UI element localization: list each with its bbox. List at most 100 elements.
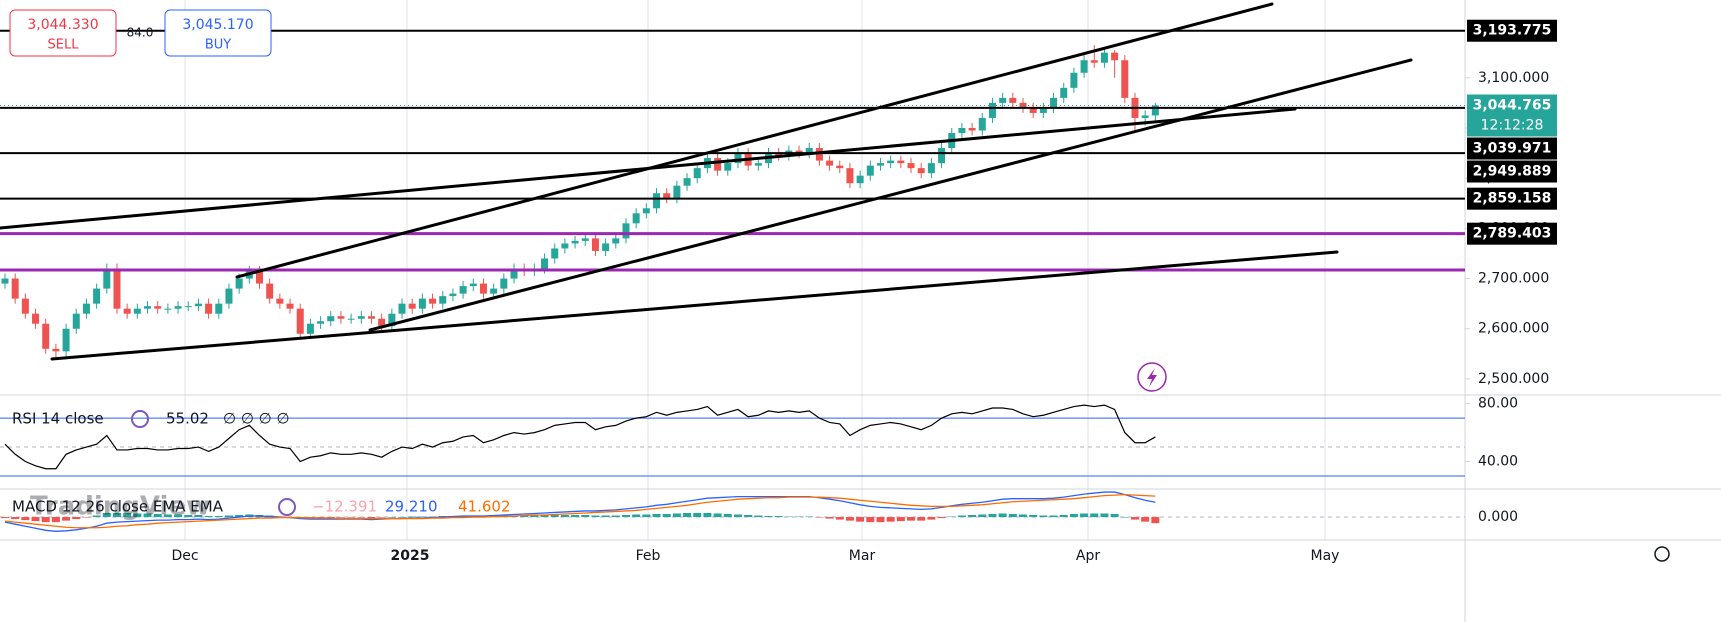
macd-hist [886, 517, 895, 522]
candle-body [306, 323, 314, 334]
macd-hist [408, 516, 417, 518]
candle-body [846, 168, 854, 184]
alert-bolt [1147, 368, 1157, 387]
macd-hist [652, 513, 661, 518]
candle-body [805, 148, 813, 154]
macd-hist [896, 517, 905, 522]
candle-body [459, 286, 467, 294]
macd-hist [795, 516, 804, 518]
candle-body [337, 316, 345, 319]
time-label: 2025 [391, 548, 430, 564]
candle-body [215, 303, 223, 314]
macd-hist [917, 517, 926, 521]
candle-body [897, 160, 905, 164]
candle-body [581, 238, 589, 241]
macd-hist [571, 515, 580, 518]
settings-icon[interactable] [1654, 546, 1670, 562]
macd-hist [174, 514, 183, 518]
candle-body [144, 306, 152, 309]
macd-hist [856, 517, 865, 522]
buy-label: BUY [205, 38, 231, 53]
macd-hist [336, 517, 345, 518]
trend-lines [0, 2, 1413, 361]
signal-line [4, 493, 1156, 529]
macd-hist [733, 514, 742, 518]
candle-body [357, 316, 365, 319]
macd-hist [683, 512, 692, 518]
candle-body [1100, 52, 1108, 63]
candle-body [836, 165, 844, 169]
y-tick-label: 2,700.000 [1478, 271, 1549, 287]
candle-body [1019, 102, 1027, 108]
macd-hist [560, 515, 569, 518]
price-label: 3,193.775 [1473, 23, 1552, 39]
macd-hist [204, 516, 213, 518]
macd-hist [1100, 513, 1109, 518]
countdown: 12:12:28 [1481, 118, 1544, 134]
candle-body [1080, 60, 1088, 73]
macd-hist [550, 515, 559, 518]
macd-hist [540, 515, 549, 518]
macd-hist [825, 517, 834, 519]
candle-body [1, 278, 9, 284]
buy-button[interactable] [164, 9, 272, 57]
macd-hist [102, 512, 111, 518]
candle-body [367, 316, 375, 319]
macd-hist [398, 517, 407, 518]
candle-body [927, 163, 935, 174]
macd-hist [662, 513, 671, 518]
macd-hist [367, 517, 376, 519]
candle-body [612, 238, 620, 244]
candle-body [1070, 72, 1078, 88]
candle-body [500, 278, 508, 289]
candle-body [103, 268, 111, 289]
macd-hist [377, 517, 386, 518]
macd-hist [693, 512, 702, 518]
candle-body [296, 308, 304, 334]
price-label: 2,949.889 [1473, 164, 1552, 180]
macd-hist [133, 513, 142, 518]
trend-line [235, 2, 1274, 279]
candle-body [714, 158, 722, 171]
macd-hist [581, 515, 590, 518]
candle-body [32, 313, 40, 324]
macd-settings [278, 498, 296, 516]
candle-body [1151, 105, 1159, 116]
candle-body [591, 238, 599, 251]
candle-body [317, 321, 325, 324]
candle-body [286, 303, 294, 309]
candle-body [11, 278, 19, 299]
rsi-tick-label: 80.00 [1478, 396, 1518, 412]
price-label: 3,044.765 [1473, 98, 1552, 114]
candle-body [978, 117, 986, 131]
sell-label: SELL [48, 38, 80, 53]
macd-hist [988, 513, 997, 518]
buy-price: 3,045.170 [182, 17, 253, 33]
macd-hist [632, 514, 641, 518]
macd-hist [937, 517, 946, 519]
time-label: Feb [636, 548, 661, 564]
macd-hist [62, 517, 71, 521]
sell-button[interactable] [9, 9, 117, 57]
time-label: May [1311, 548, 1340, 564]
macd-hist [744, 515, 753, 518]
candle-body [968, 127, 976, 131]
candle-body [1039, 107, 1047, 113]
y-tick-label: 2,600.000 [1478, 321, 1549, 337]
macd-hist [957, 515, 966, 518]
time-label: Dec [171, 548, 198, 564]
candle-body [62, 328, 70, 352]
candle-body [663, 193, 671, 199]
macd-hist [1069, 513, 1078, 518]
candle-body [52, 348, 60, 352]
macd-hist [1019, 514, 1027, 518]
price-label: 3,039.971 [1473, 141, 1552, 157]
macd-hist [978, 514, 987, 518]
macd-hist [591, 515, 600, 518]
candle-body [775, 153, 783, 156]
macd-hist [1080, 513, 1089, 518]
macd-hist [927, 517, 936, 520]
candle-body [429, 298, 437, 304]
candle-body [653, 193, 661, 209]
